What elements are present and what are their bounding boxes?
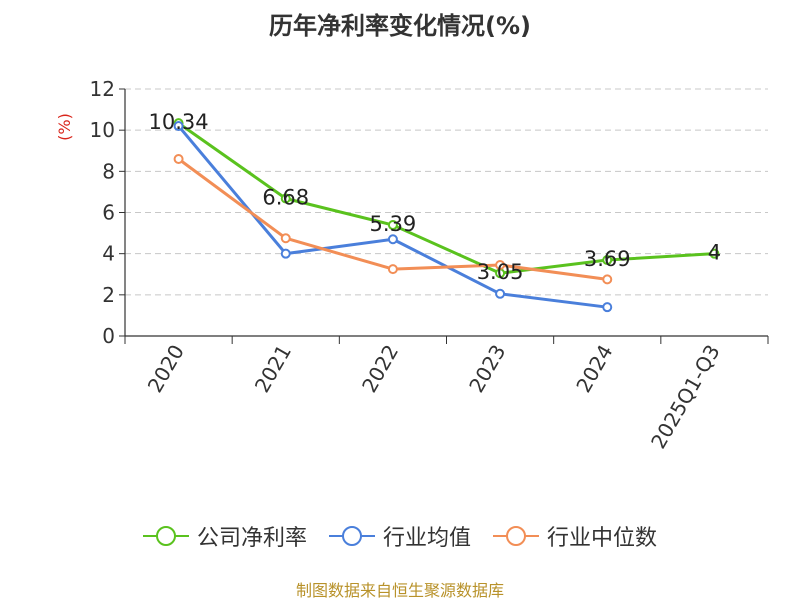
source-note: 制图数据来自恒生聚源数据库 [295,581,504,600]
data-point [280,248,291,259]
x-tick-label: 2022 [357,341,403,397]
data-point [709,248,720,259]
legend-label: 行业中位数 [547,526,658,551]
legend-label: 行业均值 [382,526,471,551]
legend-swatch [142,526,189,546]
x-tick-label: 2024 [571,341,617,397]
data-label: 4 [708,241,721,265]
data-point [387,264,398,275]
legend-marker [506,526,526,546]
x-tick-label: 2020 [143,341,189,397]
y-tick-label: 4 [102,242,115,266]
data-label: 10.34 [149,110,209,134]
data-point [387,234,398,245]
y-tick-label: 0 [102,324,115,348]
y-tick-label: 8 [102,159,115,183]
x-tick-label: 2025Q1-Q3 [646,341,725,453]
chart-title: 历年净利率变化情况(%) [269,12,531,40]
data-label: 3.05 [477,260,524,284]
legend-item[interactable]: 公司净利率 [142,520,307,552]
data-point [602,274,613,285]
legend-item[interactable]: 行业均值 [328,520,471,552]
y-axis-label: (%) [55,113,74,141]
legend-swatch [328,526,375,546]
data-point [387,220,398,231]
legend-marker [341,526,362,546]
legend: 公司净利率 行业均值 行业中位数 [0,520,800,552]
x-tick-label: 2023 [464,341,510,397]
data-point [602,302,613,313]
y-tick-label: 2 [102,283,115,307]
legend-marker [155,526,176,546]
y-tick-label: 6 [102,201,115,225]
data-point [602,255,613,266]
data-point [495,259,506,270]
legend-item[interactable]: 行业中位数 [493,520,657,552]
data-point [495,288,506,299]
data-point [280,233,291,244]
x-tick-label: 2021 [250,341,296,397]
legend-swatch [493,526,539,546]
y-tick-label: 10 [90,118,115,142]
data-point [173,153,184,164]
y-tick-label: 12 [90,77,115,101]
data-label: 3.69 [584,247,631,271]
data-label: 6.68 [262,186,309,210]
data-point [173,121,184,132]
data-point [280,193,291,204]
legend-label: 公司净利率 [196,526,307,551]
series-line-0 [177,121,715,275]
data-label: 5.39 [370,212,417,236]
